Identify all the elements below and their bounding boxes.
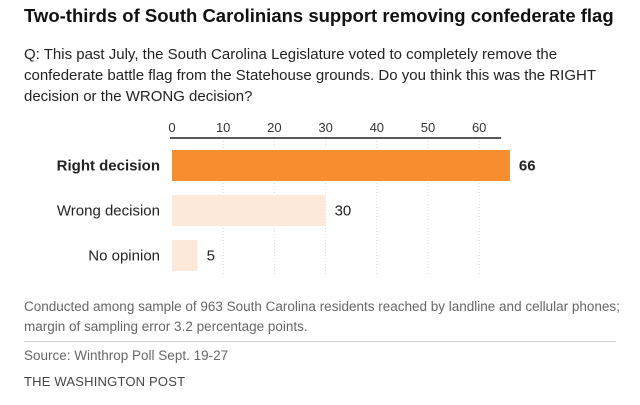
x-tick-label: 10 xyxy=(216,120,230,135)
value-label: 66 xyxy=(519,158,536,175)
x-tick-label: 30 xyxy=(318,120,332,135)
x-tick-label: 40 xyxy=(370,120,384,135)
publisher-credit: THE WASHINGTON POST xyxy=(24,374,186,389)
value-label: 5 xyxy=(207,248,215,265)
x-tick-label: 0 xyxy=(168,120,175,135)
chart-title: Two-thirds of South Carolinians support … xyxy=(24,5,614,26)
value-label: 30 xyxy=(335,203,352,220)
category-label: Right decision xyxy=(57,158,160,175)
methodology-note: Conducted among sample of 963 South Caro… xyxy=(24,299,620,334)
bar-chart: 0 10 20 30 40 50 60 Right decision 66 Wrong deci… xyxy=(57,120,536,275)
bar xyxy=(172,240,198,271)
category-label: Wrong decision xyxy=(57,203,160,220)
x-tick-label: 50 xyxy=(421,120,435,135)
divider xyxy=(24,341,616,342)
category-label: No opinion xyxy=(88,248,160,265)
x-tick-label: 60 xyxy=(472,120,486,135)
survey-question: Q: This past July, the South Carolina Le… xyxy=(24,46,596,105)
bar xyxy=(172,195,326,226)
x-tick-label: 20 xyxy=(267,120,281,135)
source-text: Source: Winthrop Poll Sept. 19-27 xyxy=(24,348,229,363)
bar xyxy=(172,150,510,181)
